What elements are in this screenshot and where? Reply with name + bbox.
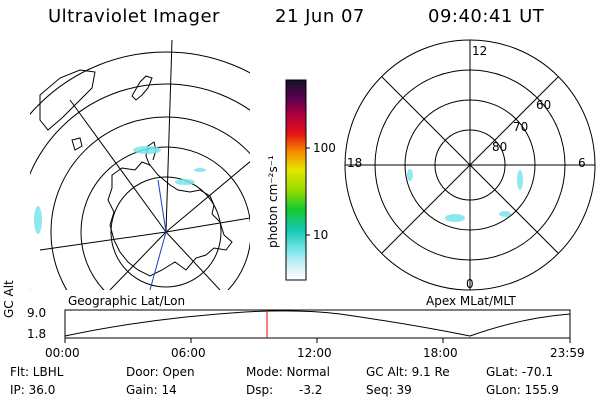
door-status: Door: Open <box>126 365 195 379</box>
colorbar-tick-100: 100 <box>313 141 336 155</box>
longitude-line <box>69 99 167 233</box>
geographic-map-caption: Geographic Lat/Lon <box>68 294 186 308</box>
tasmania-coastline <box>71 137 83 151</box>
ip-value: IP: 36.0 <box>10 383 56 397</box>
latitude-circle <box>80 146 250 290</box>
observation-date: 21 Jun 07 <box>275 6 365 27</box>
altitude-ytick-9: 9.0 <box>27 306 47 320</box>
altitude-plot-frame <box>64 309 571 339</box>
mlat-label-60: 60 <box>536 98 552 112</box>
mlt-label-12: 12 <box>472 44 488 58</box>
x-tick-label-1800: 18:00 <box>423 346 458 360</box>
new-zealand-coastline <box>131 75 153 101</box>
colorbar-gradient <box>285 79 307 281</box>
altitude-ytick-1-8: 1.8 <box>27 327 47 341</box>
latitude-circle <box>30 51 250 115</box>
mlt-label-6: 6 <box>578 156 586 170</box>
mlt-label-0: 0 <box>466 277 474 291</box>
gain-value: Gain: 14 <box>126 383 177 397</box>
latitude-circle <box>110 176 222 288</box>
filter-value: Flt: LBHL <box>10 365 64 379</box>
x-tick-label-0600: 06:00 <box>171 346 206 360</box>
longitude-line <box>165 161 250 233</box>
instrument-title: Ultraviolet Imager <box>48 6 220 27</box>
seq-value: Seq: 39 <box>366 383 412 397</box>
altitude-ylabel: GC Alt <box>2 280 16 318</box>
dsp-value: -3.2 <box>299 383 323 397</box>
mode-value: Mode: Normal <box>246 365 330 379</box>
dsp-label: Dsp: <box>246 383 274 397</box>
gc-alt-value: GC Alt: 9.1 Re <box>366 365 450 379</box>
glon-value: GLon: 155.9 <box>486 383 559 397</box>
latitude-circle <box>30 83 250 290</box>
x-tick-label-2359: 23:59 <box>550 346 585 360</box>
longitude-line <box>165 217 250 233</box>
aurora-emission-polar <box>407 169 523 222</box>
mlat-label-80: 80 <box>492 140 508 154</box>
colorbar-tick-10: 10 <box>313 228 329 242</box>
satellite-track <box>157 179 167 233</box>
australia-coastline <box>39 69 96 131</box>
polar-map-caption: Apex MLat/MLT <box>426 294 516 308</box>
latitude-circle <box>50 116 250 290</box>
x-tick-label-0000: 00:00 <box>45 346 80 360</box>
mlat-label-70: 70 <box>513 120 529 134</box>
longitude-line <box>165 40 173 233</box>
glat-value: GLat: -70.1 <box>486 365 553 379</box>
observation-time: 09:40:41 UT <box>428 6 545 27</box>
mlt-meridian-diagonal <box>381 76 559 254</box>
x-tick-label-1200: 12:00 <box>297 346 332 360</box>
longitude-line <box>39 231 167 251</box>
antarctica-coastline <box>107 161 233 277</box>
satellite-track <box>149 231 167 290</box>
altitude-curve <box>64 310 571 337</box>
aurora-emission <box>34 146 206 234</box>
mlt-label-18: 18 <box>347 156 363 170</box>
longitude-line <box>109 231 167 290</box>
